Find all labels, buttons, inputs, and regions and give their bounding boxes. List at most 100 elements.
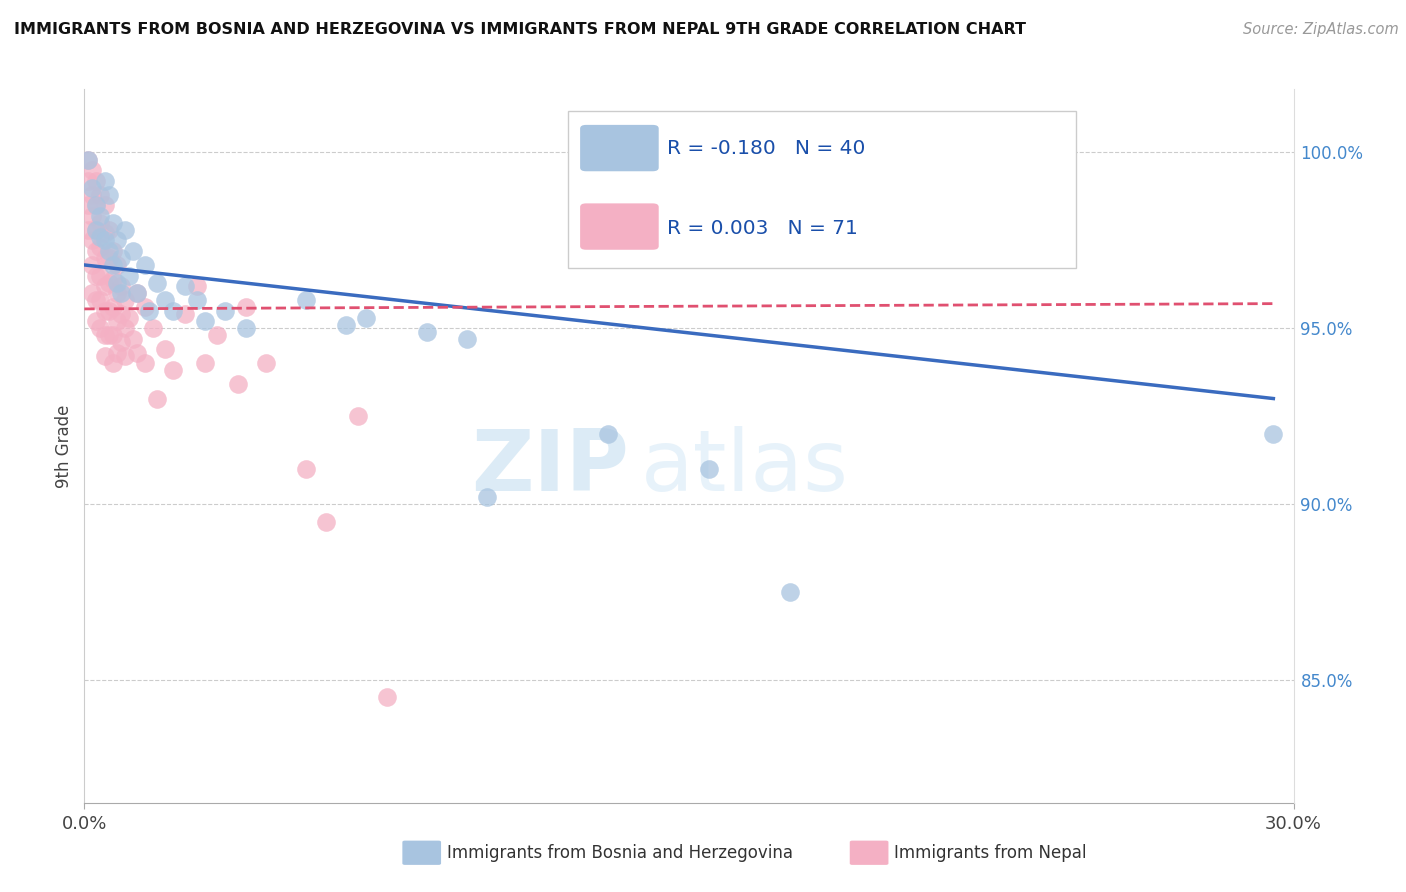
Point bbox=[101, 328, 124, 343]
Point bbox=[162, 363, 184, 377]
Point bbox=[86, 314, 108, 328]
Point bbox=[77, 223, 100, 237]
Point bbox=[89, 209, 111, 223]
Point bbox=[110, 335, 132, 350]
Point bbox=[153, 293, 176, 307]
Point bbox=[779, 585, 801, 599]
Point bbox=[82, 286, 104, 301]
Point bbox=[295, 293, 318, 307]
Point bbox=[121, 332, 143, 346]
Point bbox=[114, 293, 136, 307]
Point bbox=[125, 286, 148, 301]
Text: Source: ZipAtlas.com: Source: ZipAtlas.com bbox=[1243, 22, 1399, 37]
Point bbox=[93, 279, 115, 293]
Text: Immigrants from Bosnia and Herzegovina: Immigrants from Bosnia and Herzegovina bbox=[447, 844, 793, 862]
Text: ZIP: ZIP bbox=[471, 425, 628, 509]
Point bbox=[93, 303, 115, 318]
Point bbox=[86, 198, 108, 212]
Point bbox=[77, 153, 100, 167]
Point bbox=[97, 251, 120, 265]
FancyBboxPatch shape bbox=[568, 111, 1076, 268]
Point bbox=[105, 276, 128, 290]
Point bbox=[138, 303, 160, 318]
Point bbox=[226, 377, 249, 392]
FancyBboxPatch shape bbox=[581, 125, 659, 171]
Y-axis label: 9th Grade: 9th Grade bbox=[55, 404, 73, 488]
Point bbox=[125, 286, 148, 301]
Point bbox=[97, 223, 120, 237]
Point bbox=[110, 307, 132, 321]
Text: R = 0.003   N = 71: R = 0.003 N = 71 bbox=[668, 219, 858, 238]
Point bbox=[77, 173, 100, 187]
Point bbox=[89, 187, 111, 202]
Point bbox=[697, 462, 720, 476]
Point bbox=[174, 307, 197, 321]
Point bbox=[207, 328, 229, 343]
Point bbox=[295, 462, 318, 476]
Point bbox=[110, 279, 132, 293]
Text: atlas: atlas bbox=[641, 425, 849, 509]
Point bbox=[89, 293, 111, 307]
Point bbox=[86, 223, 108, 237]
Point bbox=[97, 244, 120, 258]
Point bbox=[235, 321, 257, 335]
FancyBboxPatch shape bbox=[402, 840, 441, 865]
Point bbox=[416, 325, 439, 339]
Point bbox=[186, 293, 208, 307]
Point bbox=[82, 180, 104, 194]
Point bbox=[114, 321, 136, 335]
Point bbox=[146, 276, 169, 290]
Point bbox=[82, 258, 104, 272]
Point bbox=[134, 258, 156, 272]
Point bbox=[97, 187, 120, 202]
Point bbox=[110, 286, 132, 301]
Point bbox=[89, 216, 111, 230]
Point bbox=[456, 332, 478, 346]
Point bbox=[121, 244, 143, 258]
Point bbox=[93, 233, 115, 247]
Point bbox=[82, 163, 104, 178]
Point bbox=[89, 321, 111, 335]
Point bbox=[86, 293, 108, 307]
Point bbox=[101, 272, 124, 286]
Point bbox=[105, 258, 128, 272]
Point bbox=[315, 515, 337, 529]
Point bbox=[125, 346, 148, 360]
Text: Immigrants from Nepal: Immigrants from Nepal bbox=[894, 844, 1087, 862]
Point bbox=[153, 343, 176, 357]
Point bbox=[114, 350, 136, 364]
Point bbox=[118, 310, 141, 325]
Text: R = -0.180   N = 40: R = -0.180 N = 40 bbox=[668, 139, 866, 158]
Point bbox=[134, 300, 156, 314]
Point bbox=[86, 244, 108, 258]
Point bbox=[86, 173, 108, 187]
Point bbox=[93, 328, 115, 343]
Point bbox=[82, 209, 104, 223]
Point bbox=[89, 230, 111, 244]
Point bbox=[598, 426, 620, 441]
Point bbox=[105, 233, 128, 247]
Point bbox=[356, 310, 378, 325]
Point bbox=[93, 173, 115, 187]
Point bbox=[110, 251, 132, 265]
Point bbox=[101, 216, 124, 230]
Point bbox=[93, 227, 115, 241]
Point bbox=[77, 198, 100, 212]
Point bbox=[77, 153, 100, 167]
Point bbox=[89, 240, 111, 254]
FancyBboxPatch shape bbox=[849, 840, 889, 865]
Point bbox=[101, 244, 124, 258]
Point bbox=[82, 187, 104, 202]
Point bbox=[82, 233, 104, 247]
Point bbox=[97, 303, 120, 318]
Point bbox=[114, 223, 136, 237]
Point bbox=[101, 258, 124, 272]
Point bbox=[134, 356, 156, 370]
Point bbox=[118, 268, 141, 283]
Point bbox=[105, 286, 128, 301]
Point bbox=[186, 279, 208, 293]
Point bbox=[86, 268, 108, 283]
FancyBboxPatch shape bbox=[581, 203, 659, 250]
Point bbox=[214, 303, 236, 318]
Point bbox=[1263, 426, 1285, 441]
